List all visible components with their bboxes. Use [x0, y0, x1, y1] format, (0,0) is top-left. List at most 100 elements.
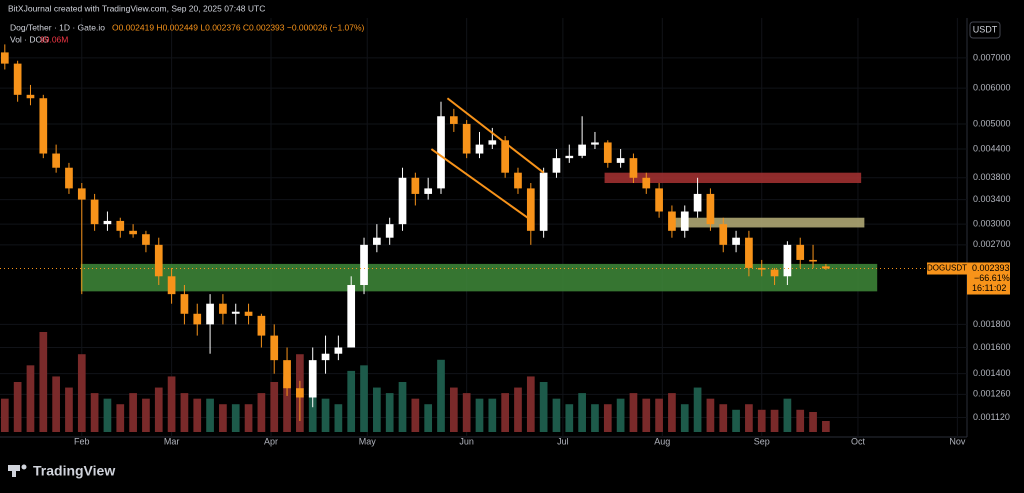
volume-bar: [501, 393, 509, 432]
y-tick-label: 0.001120: [973, 412, 1010, 422]
volume-bar: [180, 393, 189, 432]
y-tick-label: 0.006000: [973, 83, 1011, 93]
volume-bar: [745, 404, 753, 432]
candle-body: [77, 188, 86, 200]
candle-body: [603, 142, 612, 163]
ohlc: O0.002419 H0.002449 L0.002376 C0.002393 …: [112, 22, 365, 32]
volume-bar: [603, 404, 612, 432]
x-tick-label: Oct: [851, 436, 866, 446]
candle-body: [668, 211, 676, 231]
volume-bar: [770, 409, 779, 432]
volume-bar: [308, 387, 317, 432]
price-tag-value: 0.002393: [972, 263, 1010, 273]
volume-bar: [244, 404, 253, 432]
candle-body: [732, 237, 740, 245]
volume-bar: [552, 398, 561, 432]
logo-mark: [8, 465, 20, 471]
candle-body: [283, 360, 291, 389]
logo-mark: [12, 471, 16, 477]
volume-bar: [26, 365, 35, 432]
candle-body: [706, 193, 715, 225]
volume-bar: [783, 398, 792, 432]
candle-body: [642, 177, 651, 189]
trendline: [430, 148, 529, 219]
y-tick-label: 0.003800: [973, 172, 1011, 182]
candle-body: [629, 158, 638, 178]
zone: [675, 217, 865, 228]
y-tick-label: 0.001400: [973, 368, 1011, 378]
volume-bar: [475, 398, 484, 432]
candle-body: [693, 193, 702, 212]
candle-body: [39, 98, 48, 154]
candle-body: [347, 285, 356, 348]
volume-bar: [488, 398, 497, 432]
y-tick-label: 0.001800: [973, 319, 1011, 329]
volume-bar: [655, 398, 663, 432]
candle-body: [526, 188, 535, 231]
volume-bar: [283, 376, 291, 432]
candle-body: [142, 234, 150, 245]
candle-body: [757, 267, 766, 270]
y-tick-label: 0.002700: [973, 239, 1011, 249]
candle-body: [411, 177, 420, 194]
volume-bar: [0, 398, 9, 432]
candle-body: [219, 303, 227, 314]
volume-bar: [796, 409, 805, 432]
candle-body: [680, 211, 689, 231]
volume-bar: [116, 404, 125, 432]
volume-bar: [65, 387, 73, 432]
candle-body: [257, 315, 266, 336]
candle-body: [770, 269, 779, 277]
candle-body: [90, 199, 99, 225]
volume-bar: [437, 359, 445, 432]
volume-bar: [385, 393, 394, 432]
volume-bar: [13, 382, 22, 432]
volume-bar: [373, 387, 381, 432]
candle-body: [129, 230, 137, 235]
y-tick-label: 0.004400: [973, 143, 1011, 153]
volume-bar: [90, 393, 99, 432]
candle-body: [244, 311, 253, 316]
candle-body: [154, 244, 163, 277]
x-tick-label: Aug: [654, 436, 670, 446]
volume-bar: [193, 398, 202, 432]
candle-body: [167, 276, 176, 295]
x-tick-label: Apr: [264, 436, 278, 446]
volume-bar: [77, 354, 86, 432]
candle-body: [745, 237, 753, 268]
candle-body: [796, 244, 805, 260]
candle-body: [591, 142, 599, 145]
currency-button-label[interactable]: USDT: [973, 24, 998, 34]
candle-body: [552, 158, 561, 173]
volume-bar: [321, 398, 330, 432]
candle-body: [578, 144, 586, 156]
x-tick-label: May: [359, 436, 377, 446]
volume-bar: [629, 393, 638, 432]
volume-bar: [231, 404, 240, 432]
volume-bar: [347, 370, 356, 432]
currency-button[interactable]: [969, 21, 1001, 39]
candle-body: [321, 353, 330, 361]
candle-body: [116, 220, 125, 231]
candle-body: [385, 224, 394, 238]
candle-body: [0, 52, 9, 64]
candle-body: [501, 140, 509, 173]
y-tick-label: 0.005000: [973, 118, 1011, 128]
volume-bar: [693, 387, 702, 432]
x-tick-label: Sep: [754, 436, 770, 446]
volume-bar: [424, 404, 433, 432]
candle-body: [616, 158, 625, 163]
candle-body: [193, 313, 202, 325]
volume-bar: [732, 409, 740, 432]
volume-bar: [142, 398, 150, 432]
candle-body: [296, 388, 304, 398]
candle-body: [231, 311, 240, 314]
candle-body: [437, 116, 445, 189]
symbol: Dog/Tether · 1D · Gate.io: [10, 22, 105, 32]
volume-bar: [616, 398, 625, 432]
volume-bar: [591, 404, 599, 432]
volume-bar: [514, 387, 522, 432]
